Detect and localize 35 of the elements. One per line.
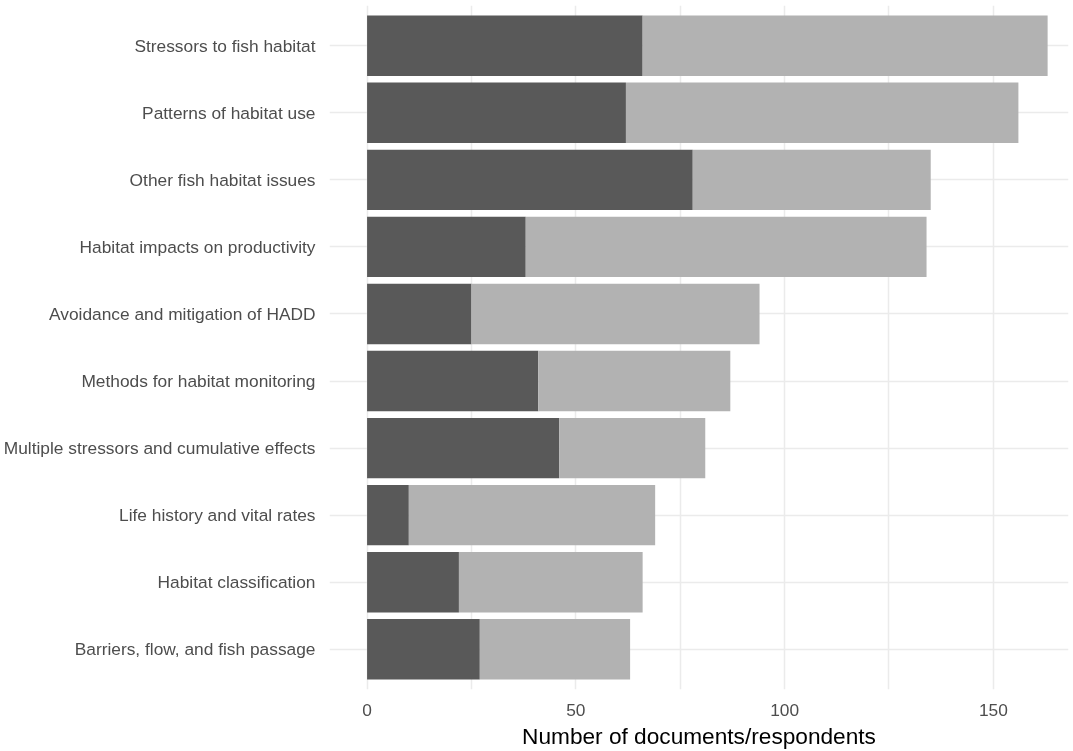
bar (471, 283, 760, 345)
bar (538, 350, 731, 412)
bar (367, 15, 643, 76)
x-axis-title: Number of documents/respondents (522, 722, 876, 749)
y-tick-label: Life history and vital rates (119, 505, 316, 526)
bar (367, 552, 459, 613)
x-tick-label: 150 (978, 699, 1008, 720)
bar (692, 149, 931, 211)
bar (625, 82, 1019, 143)
y-tick-label: Multiple stressors and cumulative effects (3, 438, 316, 459)
bar (367, 82, 626, 143)
y-tick-label: Habitat impacts on productivity (79, 236, 316, 257)
bar (367, 149, 693, 211)
bar (367, 283, 472, 345)
y-tick-label: Barriers, flow, and fish passage (74, 639, 316, 660)
bar (367, 417, 560, 479)
bar (367, 484, 409, 546)
y-tick-label: Patterns of habitat use (142, 102, 316, 123)
y-tick-label: Other fish habitat issues (129, 169, 316, 190)
bar (367, 216, 526, 278)
bar (642, 15, 1048, 76)
y-tick-label: Stressors to fish habitat (134, 35, 316, 56)
y-tick-label: Methods for habitat monitoring (81, 371, 316, 392)
bar (408, 484, 656, 546)
y-tick-label: Habitat classification (157, 572, 316, 593)
y-tick-label: Avoidance and mitigation of HADD (49, 303, 316, 324)
bar (367, 350, 539, 412)
x-tick-label: 0 (362, 699, 372, 720)
bar (525, 216, 927, 278)
bar (479, 619, 631, 680)
x-tick-label: 100 (770, 699, 800, 720)
x-tick-label: 50 (566, 699, 586, 720)
bar (458, 552, 643, 613)
bar (367, 619, 480, 680)
bar (559, 417, 706, 479)
